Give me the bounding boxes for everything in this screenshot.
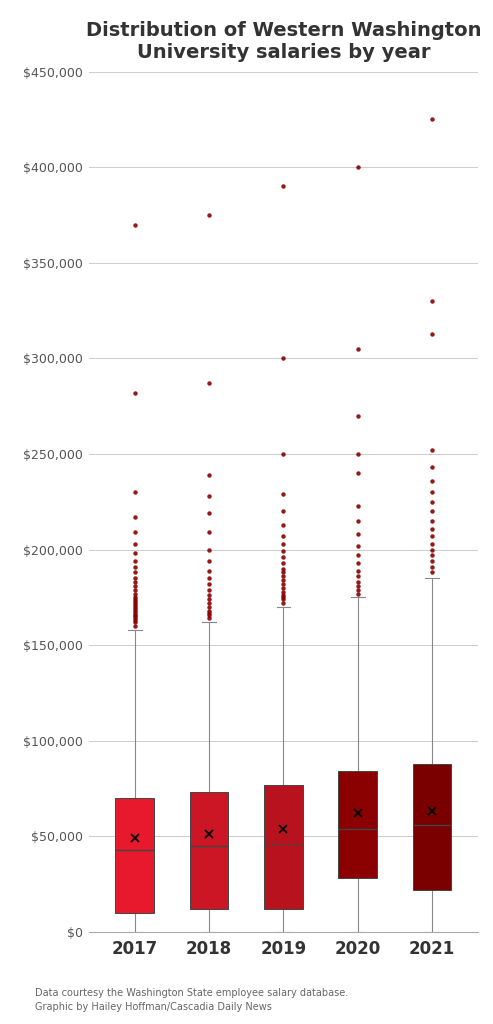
FancyBboxPatch shape [115, 798, 154, 912]
Text: Data courtesy the Washington State employee salary database.
Graphic by Hailey H: Data courtesy the Washington State emplo… [35, 988, 348, 1012]
FancyBboxPatch shape [413, 764, 452, 890]
FancyBboxPatch shape [190, 793, 228, 909]
FancyBboxPatch shape [339, 771, 377, 879]
Title: Distribution of Western Washington
University salaries by year: Distribution of Western Washington Unive… [86, 20, 481, 61]
FancyBboxPatch shape [264, 784, 303, 909]
